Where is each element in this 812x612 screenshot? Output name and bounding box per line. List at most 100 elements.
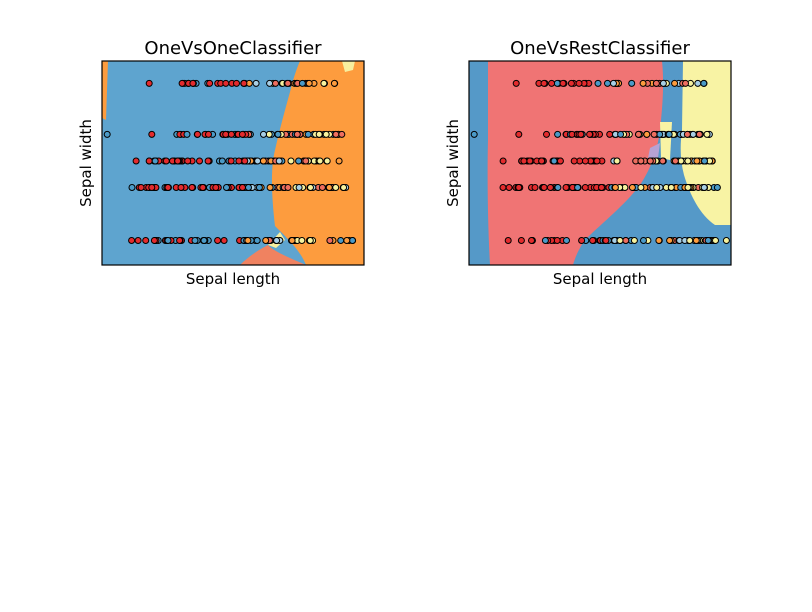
data-point <box>266 184 274 191</box>
data-point <box>656 130 664 138</box>
data-point <box>255 184 263 191</box>
data-point <box>204 157 212 165</box>
data-point <box>212 184 220 191</box>
data-point <box>176 237 184 244</box>
y-axis-label: Sepal width <box>444 119 462 207</box>
data-point <box>671 79 679 87</box>
data-point <box>504 237 512 244</box>
data-point <box>606 130 614 138</box>
data-point <box>227 130 235 138</box>
data-point <box>604 79 611 87</box>
x-axis-label: Sepal length <box>186 270 280 288</box>
data-point <box>554 130 562 138</box>
data-point <box>581 184 589 191</box>
data-point <box>305 79 313 87</box>
data-point <box>142 237 150 244</box>
data-point <box>686 237 694 244</box>
data-point <box>194 130 201 138</box>
data-point <box>275 157 283 165</box>
plot-frame <box>101 60 365 266</box>
data-point <box>164 184 172 191</box>
data-point <box>512 79 520 87</box>
data-point <box>196 157 203 165</box>
data-point <box>712 237 719 244</box>
data-point <box>540 79 548 87</box>
data-point <box>684 184 692 191</box>
data-point <box>665 130 673 138</box>
data-point <box>128 237 136 244</box>
data-point <box>556 157 564 165</box>
data-point <box>630 237 638 244</box>
x-axis-label: Sepal length <box>553 270 647 288</box>
data-point <box>284 184 292 191</box>
data-point <box>164 237 172 244</box>
data-point <box>322 130 330 138</box>
data-point <box>628 79 636 87</box>
data-point <box>183 130 191 138</box>
data-point <box>548 79 556 87</box>
data-point <box>302 157 310 165</box>
data-point <box>639 79 647 87</box>
data-point <box>349 237 356 244</box>
data-point <box>316 157 324 165</box>
data-point <box>616 237 624 244</box>
decision-regions <box>469 61 731 265</box>
data-point <box>538 157 546 165</box>
data-point <box>325 184 333 191</box>
data-point <box>553 79 561 87</box>
data-point <box>304 130 312 138</box>
data-point <box>695 130 703 138</box>
data-point <box>132 157 140 165</box>
data-point <box>694 79 702 87</box>
y-axis-label: Sepal width <box>77 119 95 207</box>
data-point <box>671 157 679 165</box>
data-point <box>611 184 619 191</box>
data-point <box>307 184 314 191</box>
data-point <box>646 157 654 165</box>
data-point <box>635 130 642 138</box>
data-point <box>298 237 306 244</box>
data-point <box>517 237 525 244</box>
data-point <box>227 157 235 165</box>
data-point <box>526 157 534 165</box>
data-point <box>253 237 261 244</box>
data-point <box>162 157 170 165</box>
data-point <box>701 157 708 165</box>
data-point <box>602 237 610 244</box>
data-point <box>273 237 281 244</box>
data-point <box>103 130 111 138</box>
region-yellow <box>680 61 731 225</box>
data-point <box>252 79 260 87</box>
data-point <box>244 237 252 244</box>
data-point <box>188 184 196 191</box>
data-point <box>335 157 343 165</box>
data-point <box>617 130 625 138</box>
data-point <box>703 130 711 138</box>
data-point <box>575 79 583 87</box>
data-point <box>528 237 535 244</box>
data-point <box>177 184 185 191</box>
data-point <box>288 237 296 244</box>
data-point <box>266 79 274 87</box>
data-point <box>128 184 136 191</box>
data-point <box>666 237 674 244</box>
data-point <box>577 130 585 138</box>
data-point <box>199 184 207 191</box>
data-point <box>218 157 226 165</box>
data-point <box>332 184 340 191</box>
data-point <box>137 184 145 191</box>
data-point <box>531 184 539 191</box>
chart-title: OneVsOneClassifier <box>144 38 322 59</box>
data-point <box>567 79 575 87</box>
data-point <box>223 184 230 191</box>
data-point <box>245 184 252 191</box>
data-point <box>722 237 730 244</box>
data-point <box>306 237 314 244</box>
region-salmon <box>240 245 306 265</box>
data-point <box>295 157 303 165</box>
data-point <box>295 184 303 191</box>
data-point <box>235 157 243 165</box>
data-point <box>540 184 548 191</box>
data-point <box>700 79 708 87</box>
chart-title: OneVsRestClassifier <box>510 38 690 59</box>
